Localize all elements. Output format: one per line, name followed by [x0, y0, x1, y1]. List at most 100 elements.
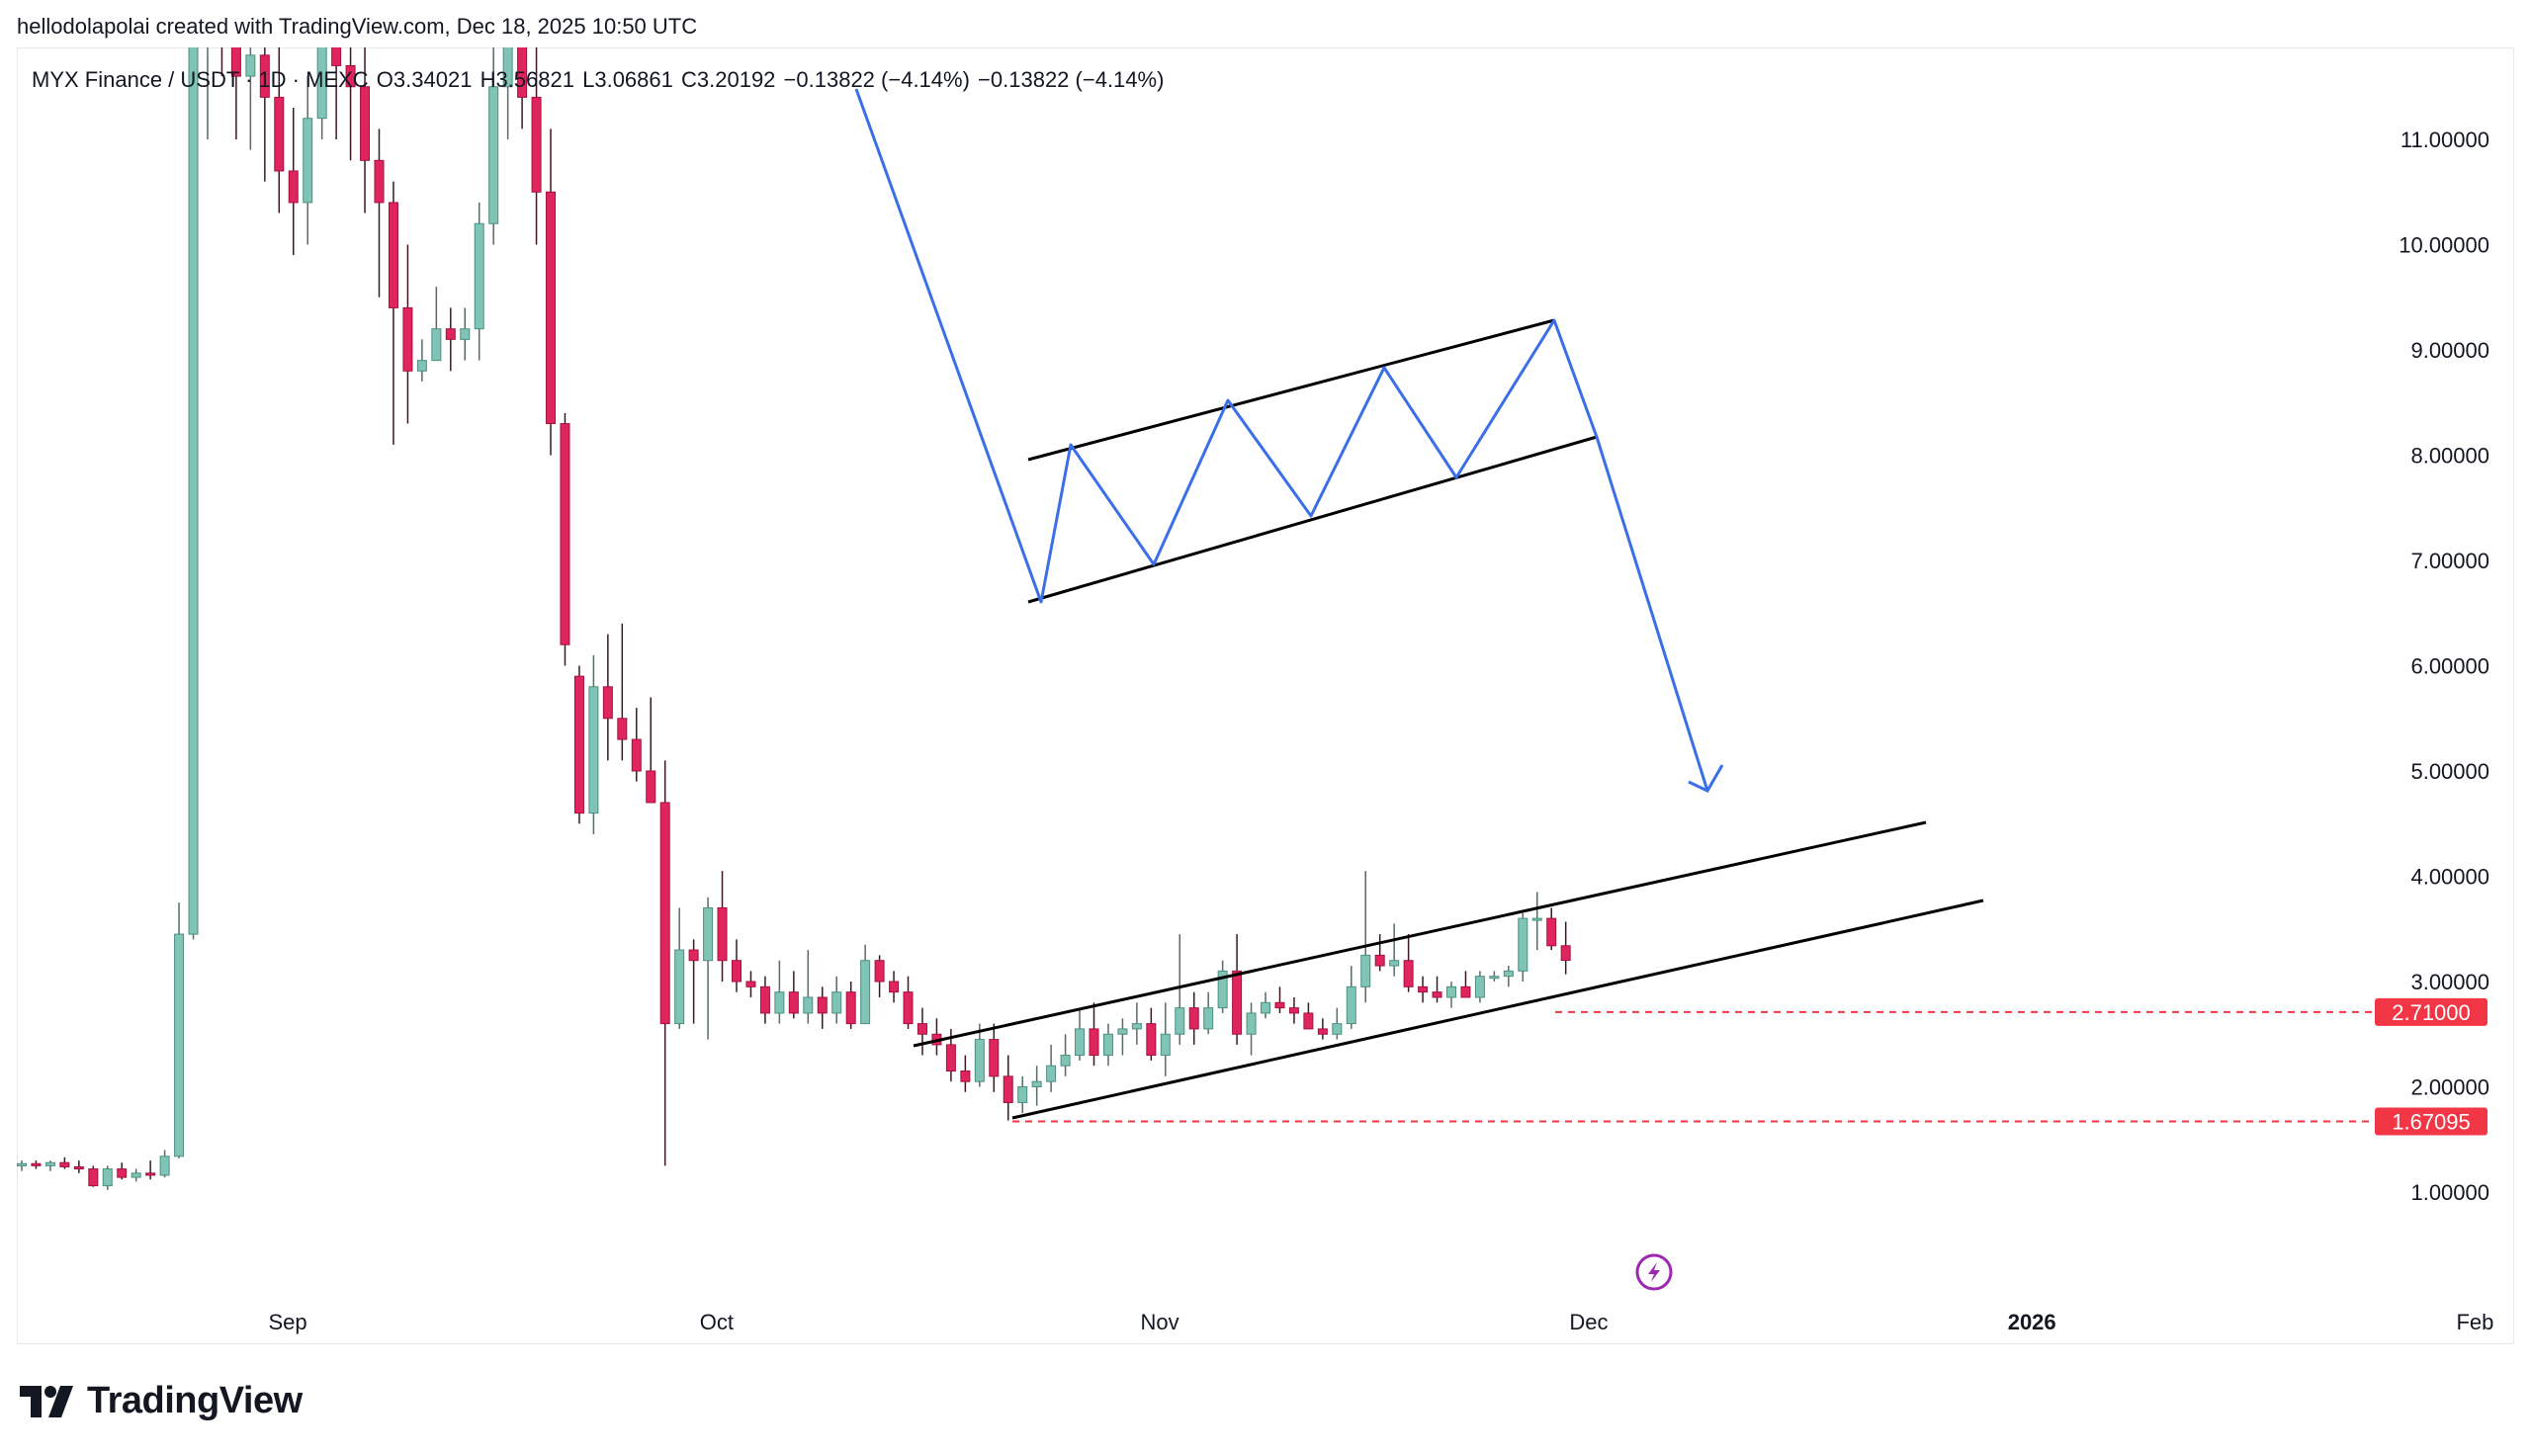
candle[interactable]	[474, 202, 484, 361]
candle[interactable]	[845, 982, 856, 1029]
candle[interactable]	[646, 697, 656, 804]
candle[interactable]	[788, 971, 799, 1019]
candle[interactable]	[1203, 991, 1214, 1035]
candle[interactable]	[916, 1007, 927, 1056]
candle[interactable]	[402, 244, 413, 424]
symbol-label[interactable]: MYX Finance / USDT · 1D · MEXC	[32, 67, 369, 92]
candle[interactable]	[531, 44, 542, 245]
candle[interactable]	[602, 634, 613, 761]
candle[interactable]	[188, 35, 199, 940]
candle[interactable]	[703, 897, 714, 1040]
candle[interactable]	[1288, 996, 1299, 1024]
candle[interactable]	[688, 939, 699, 1024]
candle[interactable]	[488, 35, 499, 245]
candle[interactable]	[1503, 966, 1514, 987]
candle[interactable]	[1432, 976, 1442, 1003]
candle[interactable]	[1017, 1075, 1028, 1114]
candle[interactable]	[674, 907, 685, 1029]
candle[interactable]	[17, 1160, 27, 1171]
candle[interactable]	[617, 623, 628, 761]
candle[interactable]	[1546, 907, 1557, 951]
candle[interactable]	[989, 1023, 1000, 1092]
candle[interactable]	[1160, 1002, 1171, 1076]
candle[interactable]	[745, 971, 756, 997]
candle[interactable]	[717, 871, 728, 982]
candle[interactable]	[960, 1055, 971, 1092]
candle[interactable]	[588, 654, 599, 834]
candle[interactable]	[230, 0, 241, 139]
candle[interactable]	[1418, 976, 1429, 1003]
candle[interactable]	[1046, 1044, 1057, 1092]
candle[interactable]	[1089, 1002, 1099, 1067]
candle[interactable]	[1360, 871, 1371, 1003]
candle[interactable]	[1474, 971, 1485, 1003]
candle[interactable]	[1489, 971, 1500, 982]
candle[interactable]	[560, 412, 570, 666]
candle[interactable]	[303, 76, 313, 245]
candle[interactable]	[1060, 1034, 1071, 1076]
candle[interactable]	[44, 1160, 55, 1171]
candle[interactable]	[1117, 1018, 1128, 1056]
candle[interactable]	[131, 1168, 141, 1182]
candle[interactable]	[245, 3, 256, 150]
candle[interactable]	[1146, 1007, 1157, 1061]
candle[interactable]	[1518, 912, 1528, 982]
candle[interactable]	[573, 665, 584, 824]
candle[interactable]	[817, 986, 828, 1029]
candle[interactable]	[274, 24, 285, 214]
candle[interactable]	[460, 307, 471, 361]
candle[interactable]	[218, 0, 226, 77]
candle[interactable]	[345, 0, 356, 161]
candle[interactable]	[203, 0, 212, 139]
candle[interactable]	[759, 976, 770, 1024]
candle[interactable]	[889, 971, 900, 1003]
candle[interactable]	[1188, 991, 1199, 1045]
candle[interactable]	[445, 307, 456, 372]
candle[interactable]	[259, 0, 270, 182]
candle[interactable]	[1346, 966, 1356, 1029]
candle[interactable]	[631, 708, 642, 782]
candle[interactable]	[831, 976, 842, 1024]
candle[interactable]	[73, 1160, 84, 1173]
candle[interactable]	[502, 0, 513, 139]
chart-frame[interactable]	[17, 47, 2514, 1344]
candle[interactable]	[1003, 1055, 1013, 1121]
candle[interactable]	[860, 944, 871, 1025]
candle[interactable]	[974, 1023, 985, 1087]
candle[interactable]	[1232, 934, 1243, 1045]
candle[interactable]	[517, 0, 528, 129]
candle[interactable]	[145, 1160, 156, 1180]
candle[interactable]	[174, 902, 185, 1158]
candle[interactable]	[803, 950, 814, 1024]
candle[interactable]	[59, 1156, 70, 1169]
candle[interactable]	[1303, 1002, 1314, 1030]
candle[interactable]	[88, 1165, 99, 1187]
candle[interactable]	[31, 1160, 42, 1169]
candle[interactable]	[288, 108, 299, 256]
candle[interactable]	[431, 287, 442, 362]
candle[interactable]	[1531, 892, 1542, 951]
candle[interactable]	[117, 1162, 128, 1180]
candle[interactable]	[388, 181, 398, 445]
candle[interactable]	[1075, 1007, 1086, 1061]
candle[interactable]	[1446, 982, 1456, 1008]
candle[interactable]	[1317, 1018, 1328, 1040]
candle[interactable]	[1389, 923, 1400, 977]
candle[interactable]	[1246, 1002, 1257, 1056]
candle[interactable]	[1031, 1066, 1042, 1106]
candle[interactable]	[1332, 1007, 1343, 1040]
candle[interactable]	[1374, 934, 1385, 972]
candle[interactable]	[659, 760, 670, 1166]
candle[interactable]	[874, 955, 885, 997]
tradingview-logo[interactable]: TradingView	[20, 1380, 303, 1422]
candle[interactable]	[159, 1150, 170, 1178]
candle[interactable]	[331, 0, 342, 139]
candle[interactable]	[1131, 1002, 1142, 1045]
candle[interactable]	[732, 939, 742, 992]
candle[interactable]	[416, 339, 427, 382]
lightning-icon[interactable]	[1635, 1253, 1673, 1291]
candle[interactable]	[1560, 921, 1571, 975]
candle[interactable]	[546, 128, 557, 456]
candle[interactable]	[1175, 934, 1185, 1045]
candle[interactable]	[774, 960, 785, 1024]
